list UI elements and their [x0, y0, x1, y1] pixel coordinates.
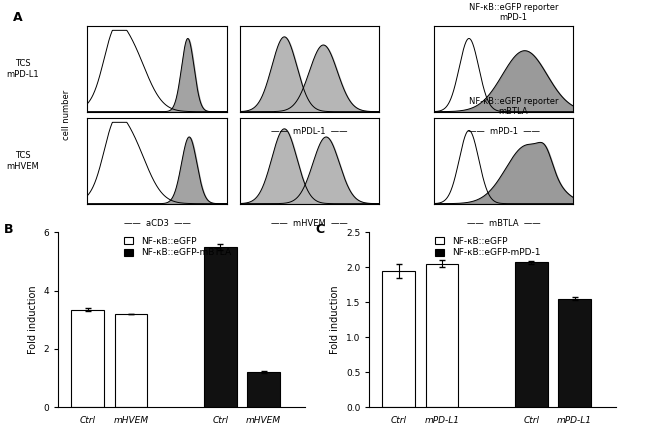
Text: TCS
mHVEM: TCS mHVEM — [6, 151, 40, 171]
Bar — [115, 314, 148, 407]
Legend: NF-κB::eGFP, NF-κB::eGFP-mPD-1: NF-κB::eGFP, NF-κB::eGFP-mPD-1 — [435, 237, 540, 258]
Text: ——  mBTLA  ——: —— mBTLA —— — [467, 219, 540, 228]
Bar — [71, 310, 104, 407]
Text: NF-κB::eGFP reporter
mPD-1: NF-κB::eGFP reporter mPD-1 — [469, 3, 559, 22]
Bar — [558, 299, 591, 407]
Bar — [247, 372, 280, 407]
Text: TCS
mPD-L1: TCS mPD-L1 — [6, 59, 39, 79]
Bar — [515, 262, 548, 407]
Text: ——  mPD-1  ——: —— mPD-1 —— — [468, 127, 540, 136]
Y-axis label: Fold induction: Fold induction — [330, 286, 340, 354]
Text: ——  aCD3  ——: —— aCD3 —— — [124, 219, 191, 228]
Text: A: A — [13, 11, 23, 24]
Text: NF-κB::eGFP reporter
mBTLA: NF-κB::eGFP reporter mBTLA — [469, 97, 559, 116]
Text: C: C — [315, 223, 324, 237]
Bar — [203, 247, 237, 407]
Bar — [382, 271, 415, 407]
Text: cell number: cell number — [62, 90, 71, 140]
Y-axis label: Fold induction: Fold induction — [28, 286, 38, 354]
Text: B: B — [4, 223, 14, 237]
Text: ——  mPDL-1  ——: —— mPDL-1 —— — [271, 127, 348, 136]
Text: ——  mHVEM  ——: —— mHVEM —— — [271, 219, 348, 228]
Bar — [426, 264, 459, 407]
Legend: NF-κB::eGFP, NF-κB::eGFP-mBTLA: NF-κB::eGFP, NF-κB::eGFP-mBTLA — [124, 237, 231, 258]
